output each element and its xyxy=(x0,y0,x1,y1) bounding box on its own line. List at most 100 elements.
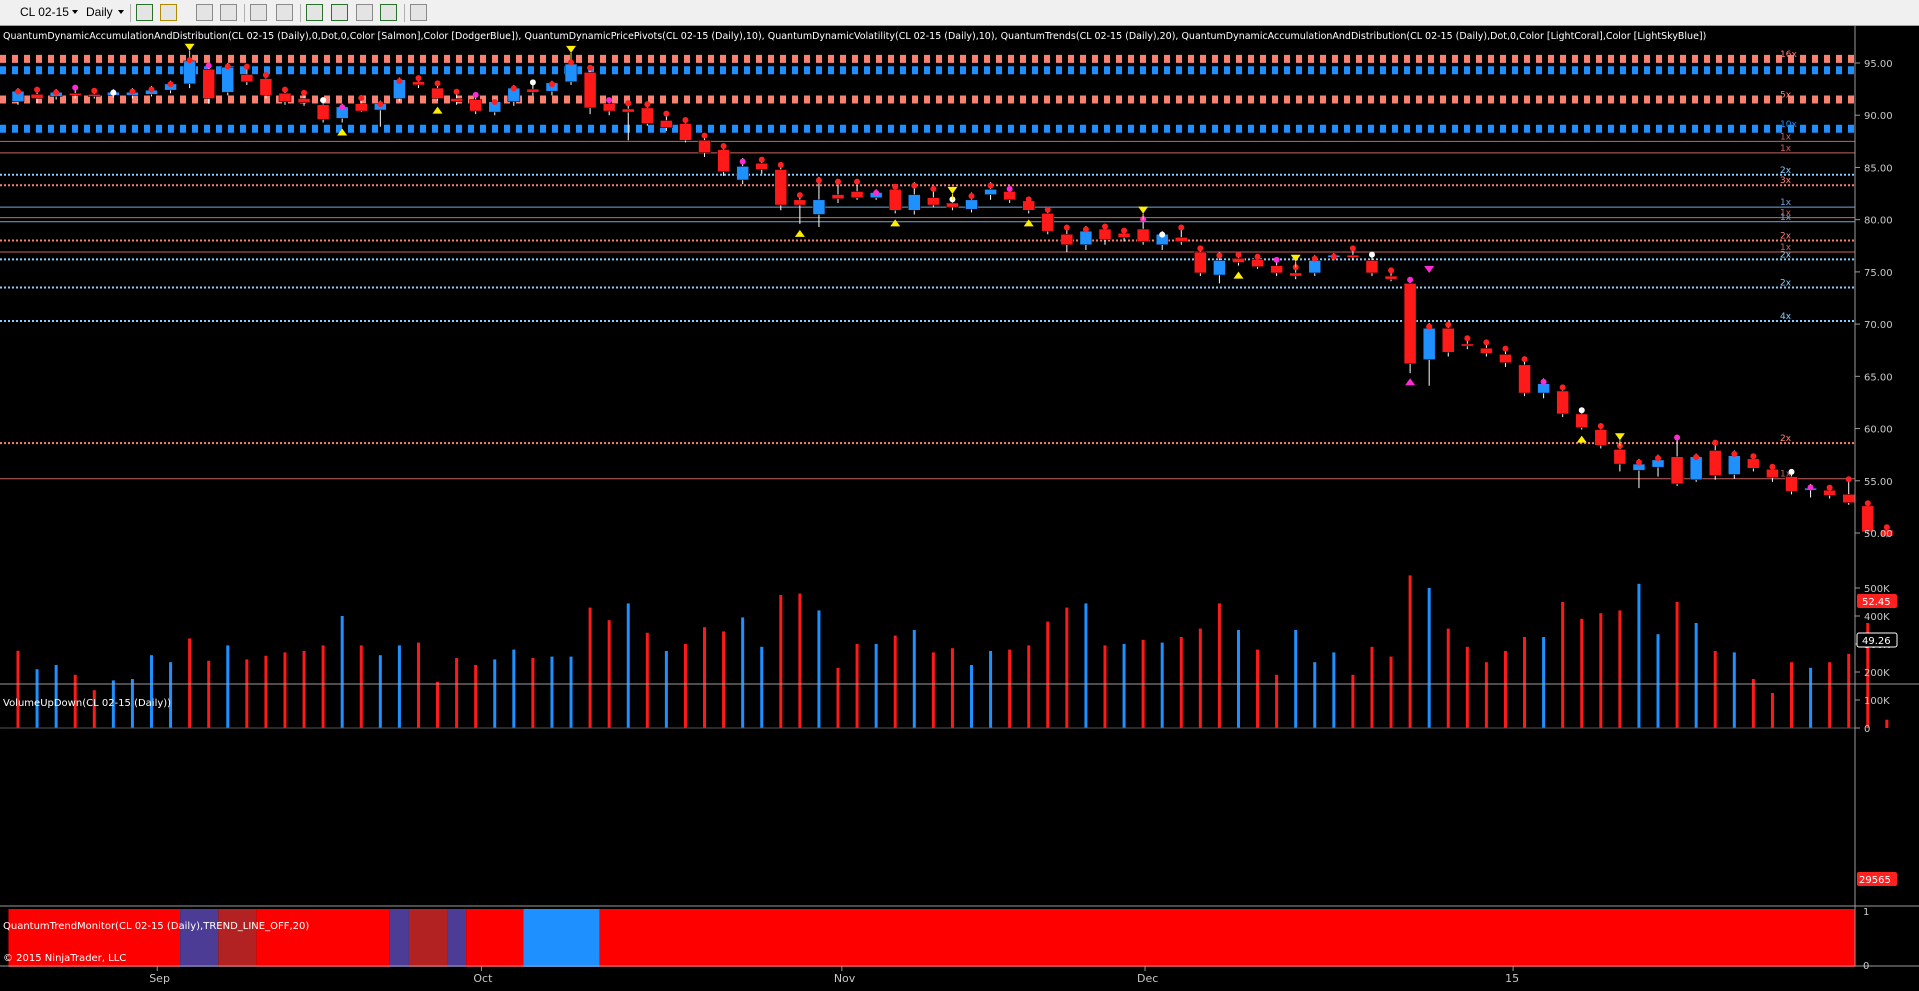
volatility-dot xyxy=(1769,463,1776,470)
volume-bar xyxy=(855,644,859,728)
volatility-dot xyxy=(1578,407,1585,414)
volatility-dot xyxy=(224,63,231,70)
volatility-dot xyxy=(1655,455,1662,462)
instrument-dropdown-icon[interactable] xyxy=(72,10,78,14)
strategies-icon[interactable] xyxy=(331,4,348,21)
bar-type-icon[interactable] xyxy=(136,4,153,21)
volatility-dot xyxy=(1082,226,1089,233)
volatility-dot xyxy=(415,75,422,82)
pivot-low-marker xyxy=(1576,435,1587,443)
volume-bar xyxy=(1389,656,1393,728)
volume-bar xyxy=(722,631,726,728)
period-dropdown-icon[interactable] xyxy=(118,10,124,14)
price-level-label: 1x xyxy=(1780,213,1792,223)
candle-body xyxy=(202,69,215,99)
price-level-label: 4x xyxy=(1780,312,1792,322)
volatility-dot xyxy=(358,95,365,102)
volume-bar xyxy=(1370,646,1374,728)
x-tick-label: Nov xyxy=(834,972,856,985)
volatility-dot xyxy=(148,86,155,93)
candle-body xyxy=(240,74,254,83)
volume-bar xyxy=(455,658,459,728)
volume-bar xyxy=(1484,662,1488,728)
volatility-dot xyxy=(281,86,288,93)
volatility-dot xyxy=(1864,500,1871,507)
volume-bar xyxy=(1503,651,1507,728)
volume-bar xyxy=(1847,653,1851,728)
volatility-dot xyxy=(1693,454,1700,461)
volume-bar xyxy=(169,662,173,728)
candle-body xyxy=(469,99,482,112)
trend-segment xyxy=(599,909,1855,967)
volatility-dot xyxy=(1540,378,1547,385)
candle-body xyxy=(1098,228,1112,240)
draw-pencil-icon[interactable] xyxy=(160,4,177,21)
instrument-selector[interactable]: CL 02-15 xyxy=(20,5,69,19)
volume-tick-label: 500K xyxy=(1864,584,1890,595)
volume-bar xyxy=(1732,652,1736,728)
volume-bar xyxy=(1065,607,1069,728)
volatility-dot xyxy=(110,89,117,96)
volatility-dot xyxy=(892,183,899,190)
period-selector[interactable]: Daily xyxy=(86,5,113,19)
volume-bar xyxy=(1427,588,1431,728)
volume-bar xyxy=(1637,583,1641,728)
volume-bar xyxy=(970,665,973,728)
volatility-dot xyxy=(491,99,498,106)
volatility-dot xyxy=(262,72,269,79)
crosshair-icon[interactable] xyxy=(196,4,213,21)
templates-icon[interactable] xyxy=(410,4,427,21)
candle-body xyxy=(1766,469,1779,478)
volatility-dot xyxy=(1197,245,1204,252)
pivot-low-marker xyxy=(432,106,443,114)
candle-body xyxy=(793,199,807,206)
price-tick-label: 70.00 xyxy=(1864,320,1893,331)
volume-bar xyxy=(92,690,96,728)
candle-body xyxy=(984,189,997,195)
pointer-icon[interactable] xyxy=(220,4,237,21)
volatility-dot xyxy=(1731,450,1738,457)
candle-body xyxy=(1270,265,1283,274)
chart-properties-icon[interactable] xyxy=(356,4,373,21)
volume-bar xyxy=(1675,602,1679,728)
axes: 95.00 90.00 85.00 80.00 75.00 70.00 65.00 60.00… xyxy=(0,59,1919,985)
zoom-icon[interactable] xyxy=(276,4,293,21)
volatility-dot xyxy=(854,178,861,185)
volume-bar xyxy=(1599,613,1603,728)
volume-bar xyxy=(35,669,39,728)
volume-bar xyxy=(1046,621,1050,728)
volatility-dot xyxy=(1502,345,1509,352)
price-level-label: 5x xyxy=(1780,91,1792,101)
candle-body xyxy=(908,194,921,211)
volatility-dot xyxy=(911,182,918,189)
volume-bar xyxy=(493,659,497,728)
volume-bar xyxy=(741,617,745,728)
volatility-dot xyxy=(301,89,308,96)
volatility-dot xyxy=(1273,256,1280,263)
candle-body xyxy=(1175,237,1188,242)
volume-bar xyxy=(226,645,230,728)
volatility-dot xyxy=(587,64,594,71)
candle-body xyxy=(755,163,768,170)
volume-bar xyxy=(531,658,535,728)
volume-bar xyxy=(1275,674,1279,728)
volatility-dot xyxy=(1254,253,1261,260)
pivot-high-marker xyxy=(1290,254,1301,262)
trend-segment xyxy=(218,909,257,967)
volume-bar xyxy=(16,650,20,728)
cursor-icon[interactable] xyxy=(250,4,267,21)
indicators-icon[interactable] xyxy=(306,4,323,21)
volume-bar xyxy=(626,603,630,728)
volatility-dot xyxy=(15,88,21,95)
volatility-dot xyxy=(1445,321,1452,328)
volume-bar xyxy=(302,651,306,728)
candle-body xyxy=(679,123,692,141)
data-box-icon[interactable] xyxy=(380,4,397,21)
price-level-label: 1x xyxy=(1780,243,1792,253)
volatility-dot xyxy=(1883,524,1890,531)
volume-bar xyxy=(683,644,687,728)
volatility-dot xyxy=(1311,255,1318,262)
volatility-dot xyxy=(682,116,689,123)
